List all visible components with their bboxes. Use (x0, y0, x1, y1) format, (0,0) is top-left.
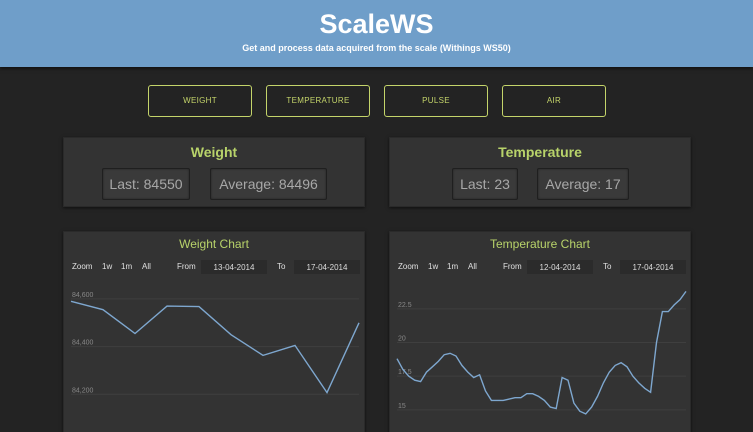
weight-nav-button[interactable]: WEIGHT (148, 85, 252, 117)
app-header: ScaleWS Get and process data acquired fr… (0, 0, 753, 67)
weight-last-value: Last: 84550 (102, 168, 190, 200)
temperature-y-tick-label: 20 (398, 336, 406, 343)
temperature-average-value: Average: 17 (537, 168, 629, 200)
temperature-y-tick-label: 15 (398, 403, 406, 410)
weight-line-chart: 84,200 84,400 84,600 (64, 232, 366, 432)
pulse-nav-button[interactable]: PULSE (384, 85, 488, 117)
air-nav-button[interactable]: AIR (502, 85, 606, 117)
temperature-summary-panel: Temperature Last: 23 Average: 17 (389, 137, 691, 207)
app-title: ScaleWS (0, 9, 753, 39)
weight-summary-panel: Weight Last: 84550 Average: 84496 (63, 137, 365, 207)
app-subtitle: Get and process data acquired from the s… (0, 43, 753, 53)
temperature-y-tick-label: 22.5 (398, 302, 412, 309)
weight-y-tick-label: 84,600 (72, 292, 94, 299)
temperature-last-value: Last: 23 (452, 168, 518, 200)
weight-panel-title: Weight (64, 144, 364, 160)
temperature-series-line (397, 291, 686, 414)
weight-average-value: Average: 84496 (210, 168, 327, 200)
temperature-nav-button[interactable]: TEMPERATURE (266, 85, 370, 117)
weight-y-tick-label: 84,200 (72, 387, 94, 394)
temperature-chart-panel: Temperature Chart Zoom 1w 1m All From 12… (389, 231, 691, 432)
weight-chart-panel: Weight Chart Zoom 1w 1m All From 13-04-2… (63, 231, 365, 432)
weight-y-tick-label: 84,400 (72, 340, 94, 347)
temperature-panel-title: Temperature (390, 144, 690, 160)
